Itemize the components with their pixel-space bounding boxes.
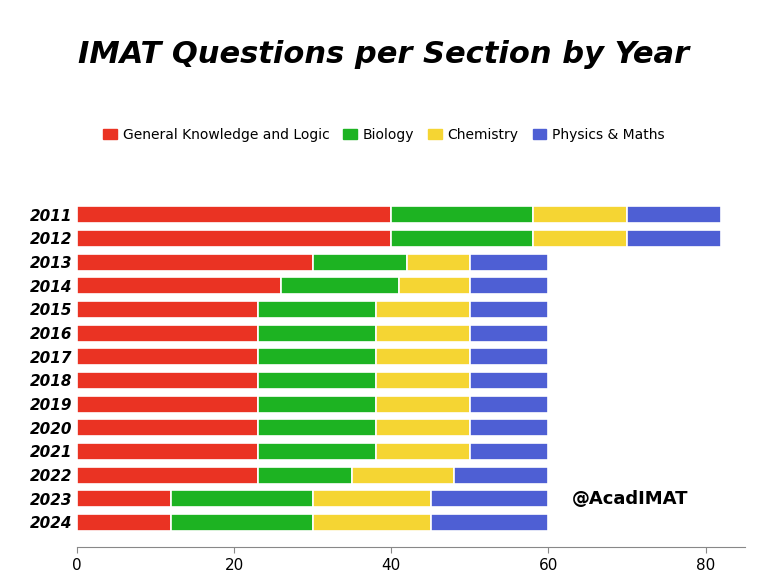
Bar (77, 301, 257, 318)
Bar (257, 443, 376, 460)
Bar (77, 490, 171, 507)
Text: @AcadIMAT: @AcadIMAT (572, 490, 689, 508)
Bar (352, 467, 454, 484)
Bar (77, 253, 313, 271)
Bar (431, 490, 548, 507)
Bar (376, 372, 470, 389)
Bar (257, 301, 376, 318)
Bar (470, 325, 548, 342)
Bar (257, 396, 376, 412)
Bar (627, 230, 721, 247)
Bar (77, 419, 257, 436)
Bar (470, 443, 548, 460)
Bar (77, 206, 391, 223)
Bar (376, 301, 470, 318)
Bar (77, 396, 257, 412)
Bar (257, 419, 376, 436)
Bar (376, 396, 470, 412)
Bar (627, 206, 721, 223)
Text: IMAT Questions per Section by Year: IMAT Questions per Section by Year (78, 40, 690, 69)
Bar (313, 253, 407, 271)
Bar (77, 443, 257, 460)
Bar (313, 490, 431, 507)
Bar (376, 419, 470, 436)
Bar (257, 325, 376, 342)
Legend: General Knowledge and Logic, Biology, Chemistry, Physics & Maths: General Knowledge and Logic, Biology, Ch… (98, 122, 670, 147)
Bar (470, 277, 548, 294)
Bar (533, 206, 627, 223)
Bar (281, 277, 399, 294)
Bar (407, 253, 470, 271)
Bar (399, 277, 470, 294)
Bar (77, 277, 281, 294)
Bar (77, 325, 257, 342)
Bar (376, 348, 470, 365)
Bar (391, 230, 533, 247)
Bar (470, 396, 548, 412)
Bar (431, 514, 548, 531)
Bar (376, 443, 470, 460)
Bar (470, 348, 548, 365)
Bar (257, 348, 376, 365)
Bar (77, 372, 257, 389)
Bar (376, 325, 470, 342)
Bar (77, 514, 171, 531)
Bar (171, 490, 313, 507)
Bar (470, 301, 548, 318)
Bar (454, 467, 548, 484)
Bar (470, 253, 548, 271)
Bar (391, 206, 533, 223)
Bar (77, 467, 257, 484)
Bar (257, 467, 352, 484)
Bar (313, 514, 431, 531)
Bar (77, 348, 257, 365)
Bar (171, 514, 313, 531)
Bar (77, 230, 391, 247)
Bar (533, 230, 627, 247)
Bar (470, 419, 548, 436)
Bar (470, 372, 548, 389)
Bar (257, 372, 376, 389)
